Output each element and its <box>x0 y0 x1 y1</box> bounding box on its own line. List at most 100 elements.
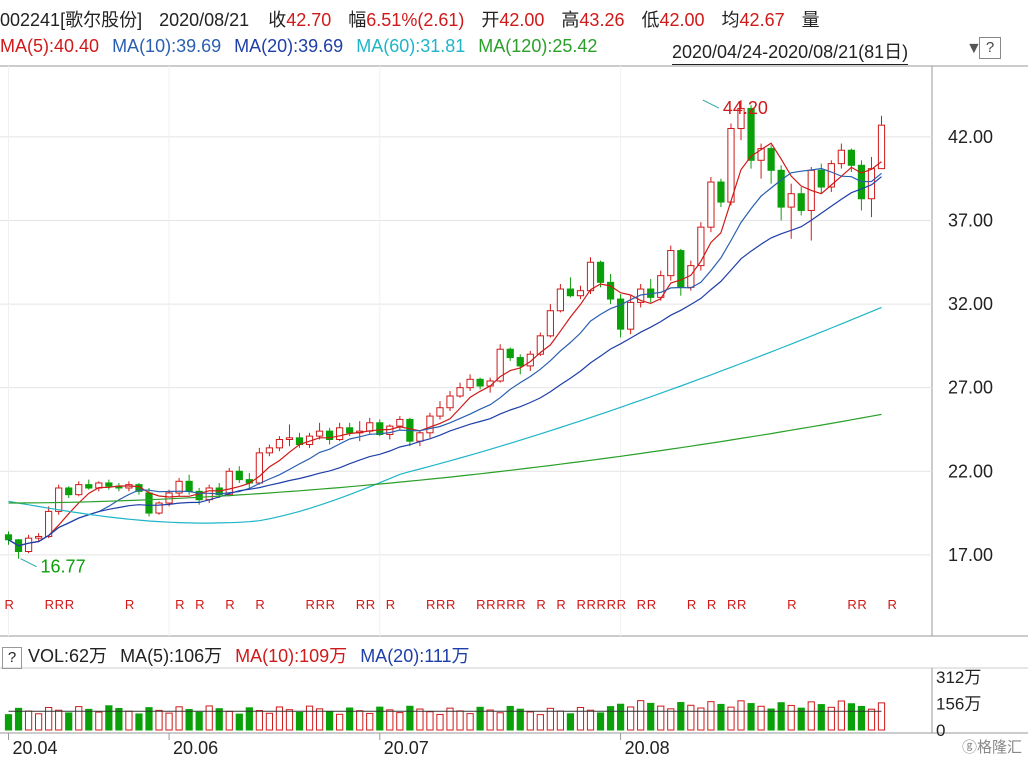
candle <box>647 278 655 303</box>
r-marker: R <box>306 597 315 612</box>
volume-bar <box>526 711 534 731</box>
volume-bar <box>627 706 635 731</box>
volume-y-tick: 156万 <box>936 694 981 713</box>
volume-bar <box>486 709 494 731</box>
volume-bar <box>586 709 595 731</box>
watermark: ⓖ格隆汇 <box>961 739 1022 756</box>
volume-bar <box>727 706 735 731</box>
volume-bar <box>155 709 163 731</box>
volume-bar <box>857 705 866 731</box>
candle <box>456 382 464 398</box>
volume-bar <box>817 704 825 731</box>
volume-bar <box>807 701 815 731</box>
r-marker: R <box>556 597 565 612</box>
candle <box>436 401 444 420</box>
period-selector[interactable]: 2020/04/24-2020/08/21(81日) <box>672 38 909 65</box>
volume-bar <box>606 706 615 731</box>
candle <box>767 145 775 184</box>
candle <box>466 374 474 392</box>
ma120-line <box>8 413 882 504</box>
x-tick-label: 20.04 <box>13 738 58 758</box>
volume-bar <box>687 704 695 731</box>
volume-bar <box>75 706 83 731</box>
r-marker: R <box>125 597 134 612</box>
volume-bar <box>657 705 665 731</box>
candle <box>837 143 845 169</box>
volume-bar <box>55 709 63 731</box>
candle <box>476 377 484 390</box>
volume-bar <box>325 711 334 731</box>
close-label: 收 <box>268 10 287 30</box>
volume-bar <box>777 702 785 731</box>
volume-bar <box>376 706 384 731</box>
r-marker: R <box>45 597 54 612</box>
candle <box>556 284 565 313</box>
volume-bar <box>456 710 464 731</box>
low-label: 低 <box>641 10 660 30</box>
triangle-down-icon[interactable]: ▼ <box>966 40 982 57</box>
candle <box>596 260 605 288</box>
volume-bar <box>396 712 404 731</box>
candle <box>325 427 334 445</box>
low-value: 42.00 <box>659 10 705 30</box>
x-tick-label: 20.06 <box>173 738 218 758</box>
volume-bar <box>506 705 514 731</box>
candle <box>777 165 785 221</box>
stock-code: 002241 <box>0 10 61 30</box>
volume-bar <box>295 711 304 731</box>
ma120-legend: MA(120):25.42 <box>478 36 598 56</box>
candle <box>426 412 434 438</box>
open-value: 42.00 <box>499 10 545 30</box>
volume-bar <box>305 705 314 731</box>
r-marker: R <box>5 597 14 612</box>
volume-bar <box>647 702 655 731</box>
r-marker: R <box>707 597 716 612</box>
ma60-line <box>8 306 882 524</box>
candle <box>446 391 454 412</box>
candle <box>275 436 284 452</box>
ma60-legend: MA(60):31.81 <box>356 36 466 56</box>
volume-bar <box>667 708 675 731</box>
quote-info-row: 002241[歌尔股份] 2020/08/21 收42.70 幅6.51%(2.… <box>0 6 820 32</box>
high-label: 高 <box>561 10 580 30</box>
volume-help-button[interactable]: ? <box>2 647 22 669</box>
volume-bar <box>576 706 585 731</box>
candle <box>707 177 715 233</box>
volume-bar <box>255 710 263 731</box>
candle <box>677 248 685 296</box>
r-marker: R <box>687 597 696 612</box>
volume-bar <box>85 708 93 731</box>
help-button[interactable]: ? <box>979 37 1001 59</box>
volume-bar <box>215 708 223 731</box>
r-marker: R <box>516 597 525 612</box>
r-marker: R <box>617 597 626 612</box>
candle <box>827 160 835 193</box>
volume-y-tick: 0 <box>936 721 945 740</box>
volume-bar <box>757 705 765 731</box>
volume-bar <box>767 708 775 731</box>
volume-bar <box>717 703 725 731</box>
candle <box>797 187 805 216</box>
close-value: 42.70 <box>286 10 332 30</box>
r-marker: R <box>888 597 897 612</box>
r-marker: R <box>356 597 365 612</box>
candle <box>717 178 725 208</box>
volume-bar <box>837 700 845 731</box>
volume-bar <box>677 702 685 731</box>
candle <box>516 354 524 375</box>
r-marker: R <box>255 597 264 612</box>
candle <box>356 421 364 442</box>
volume-bar <box>416 708 424 731</box>
candle <box>24 534 33 554</box>
volume-legend: ? VOL:62万 MA(5):106万 MA(10):109万 MA(20):1… <box>0 642 470 669</box>
price-y-tick: 37.00 <box>948 210 993 230</box>
r-marker: R <box>225 597 234 612</box>
candle <box>265 444 274 457</box>
r-marker: R <box>727 597 736 612</box>
volume-bar <box>336 713 344 731</box>
volume-bar <box>346 707 354 731</box>
volume-bar <box>787 704 795 731</box>
r-marker: R <box>857 597 866 612</box>
volume-bar <box>536 714 544 731</box>
